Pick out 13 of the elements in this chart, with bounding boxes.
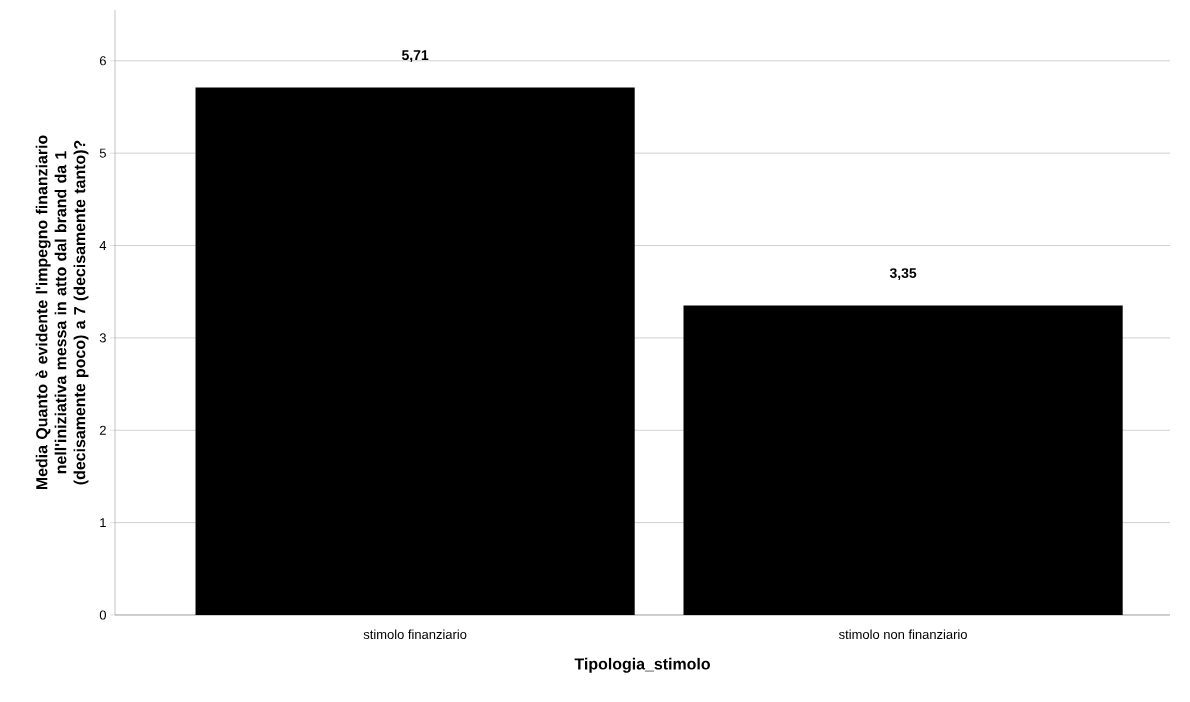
y-tick-label: 1 (100, 518, 106, 528)
x-tick-label: stimolo finanziario (363, 629, 467, 640)
y-tick-label: 5 (99, 148, 106, 158)
y-tick-label: 3 (99, 333, 106, 343)
y-axis-title: Media Quanto è evidente l'impegno finanziario nell'iniziativa messa in atto dal brand da 1 (decisamente poco) a 7 (decisamente tanto)? (35, 135, 89, 490)
data-label: 3,35 (889, 268, 917, 281)
data-label: 5,71 (401, 50, 429, 63)
x-tick-label: stimolo non finanziario (839, 629, 967, 640)
y-tick-label: 4 (99, 241, 107, 250)
y-tick-label: 2 (99, 425, 106, 435)
y-tick-label: 0 (99, 610, 106, 620)
y-tick-label: 6 (99, 56, 106, 66)
x-axis-title: Tipologia_stimolo (574, 657, 710, 673)
